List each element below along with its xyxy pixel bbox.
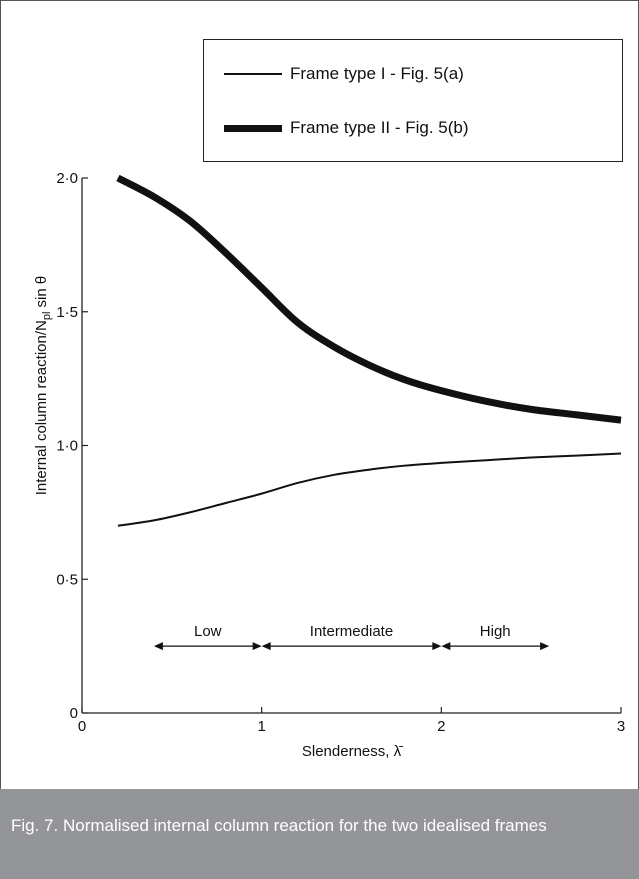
y-tick-label: 2·0	[56, 170, 78, 187]
figure-caption: Fig. 7. Normalised internal column react…	[0, 789, 639, 879]
range-arrowhead-right	[432, 642, 442, 651]
legend-item-frame-type-1: Frame type I - Fig. 5(a)	[224, 64, 464, 84]
x-tick-label: 1	[257, 718, 265, 735]
y-tick-label: 0	[70, 705, 78, 722]
range-arrowhead-right	[252, 642, 262, 651]
range-arrowhead-left	[261, 642, 271, 651]
range-arrowhead-left	[153, 642, 163, 651]
range-arrowhead-right	[540, 642, 550, 651]
range-arrowhead-left	[441, 642, 451, 651]
y-tick-label: 0·5	[56, 571, 78, 588]
y-tick-label: 1·0	[56, 438, 78, 455]
x-tick-label: 0	[78, 718, 86, 735]
x-tick-label: 3	[617, 718, 625, 735]
legend-label: Frame type I - Fig. 5(a)	[290, 64, 464, 83]
caption-text: Fig. 7. Normalised internal column react…	[11, 816, 547, 835]
line-chart: 0 0·5 1·0 1·5 2·0 0 1 2 3 Slenderness, λ̄ Internal…	[33, 170, 625, 760]
y-tick-label: 1·5	[56, 304, 78, 321]
series-line-2	[116, 174, 622, 424]
y-axis-label: Internal column reaction/Npl sin θ	[33, 276, 53, 496]
range-label-low: Low	[194, 623, 222, 640]
x-tick-label: 2	[437, 718, 445, 735]
legend-swatch-thin	[224, 73, 282, 75]
range-label-intermediate: Intermediate	[310, 623, 393, 640]
range-label-high: High	[480, 623, 511, 640]
legend-label: Frame type II - Fig. 5(b)	[290, 118, 469, 137]
x-axis-label: Slenderness, λ̄	[302, 743, 403, 760]
legend: Frame type I - Fig. 5(a) Frame type II -…	[203, 39, 623, 162]
legend-item-frame-type-2: Frame type II - Fig. 5(b)	[224, 118, 469, 138]
series-line-1	[117, 452, 622, 527]
legend-swatch-thick	[224, 124, 282, 132]
